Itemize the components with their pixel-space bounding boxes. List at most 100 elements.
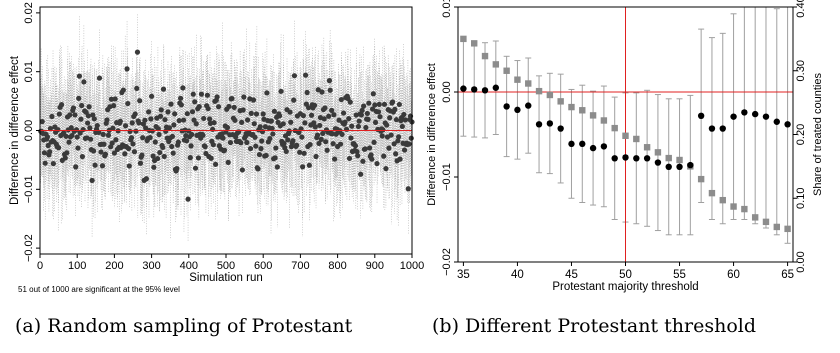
- data-point: [185, 196, 191, 202]
- data-point: [113, 137, 119, 143]
- share-point: [611, 124, 618, 132]
- data-point: [258, 146, 264, 152]
- data-point: [374, 160, 380, 167]
- data-point: [55, 127, 61, 133]
- data-point: [366, 100, 372, 106]
- data-point: [402, 117, 408, 123]
- data-point: [76, 95, 82, 101]
- data-point: [66, 139, 72, 145]
- data-point: [170, 150, 176, 156]
- data-point: [169, 143, 175, 150]
- data-point: [396, 101, 402, 108]
- data-point: [74, 134, 80, 140]
- data-point: [301, 150, 307, 156]
- data-point: [311, 120, 317, 126]
- chart-protestant-threshold: 35 40 45 50 55 60 65 −0.02 −0.01 0.00 0.01 0.00 0.10…: [426, 0, 824, 293]
- data-point: [257, 124, 263, 130]
- effect-point: [687, 161, 694, 169]
- data-point: [125, 100, 131, 107]
- data-point: [273, 145, 279, 151]
- data-point: [109, 140, 115, 146]
- data-point: [92, 162, 98, 168]
- x-tick-label: 65: [781, 269, 794, 281]
- data-point: [214, 94, 220, 100]
- data-point: [397, 156, 403, 162]
- data-point: [250, 97, 257, 103]
- data-point: [133, 128, 139, 134]
- share-point: [784, 225, 791, 233]
- data-point: [100, 131, 106, 137]
- data-point: [377, 114, 383, 120]
- data-point: [129, 120, 135, 126]
- effect-point: [525, 102, 532, 109]
- data-point: [283, 148, 289, 155]
- data-point: [56, 145, 62, 151]
- data-point: [388, 132, 394, 138]
- effect-point: [633, 155, 640, 162]
- share-point: [633, 135, 640, 143]
- effect-point: [708, 125, 716, 132]
- y2-tick-label: 0.10: [795, 188, 807, 209]
- data-point: [98, 149, 104, 155]
- data-point: [316, 140, 322, 147]
- data-point: [286, 128, 292, 134]
- data-point: [210, 142, 216, 148]
- data-point: [303, 72, 309, 78]
- data-point: [165, 109, 171, 115]
- effect-point: [697, 112, 705, 120]
- x-tick-label: 40: [511, 269, 524, 281]
- data-point: [39, 118, 45, 125]
- data-point: [126, 163, 132, 169]
- data-point: [172, 111, 178, 117]
- data-point: [320, 130, 326, 137]
- data-point: [169, 133, 176, 140]
- data-point: [139, 152, 145, 158]
- data-point: [168, 101, 174, 107]
- share-point: [751, 214, 759, 221]
- data-point: [125, 145, 132, 152]
- data-point: [360, 158, 366, 164]
- share-point: [741, 205, 748, 213]
- data-point: [349, 123, 355, 129]
- y-tick-label: −0.02: [23, 234, 35, 262]
- effect-point: [665, 163, 672, 170]
- data-point: [120, 87, 126, 93]
- chart-random-sampling: 0 100 200 300 400 500 600 700 800 900 1000 −0.02 −0.…: [9, 2, 424, 294]
- data-point: [232, 117, 238, 123]
- data-point: [393, 117, 399, 123]
- data-point: [130, 141, 136, 147]
- x-tick-label: 100: [68, 260, 86, 272]
- data-point: [111, 103, 117, 109]
- data-point: [62, 155, 68, 161]
- share-point: [525, 80, 532, 87]
- data-point: [189, 109, 196, 115]
- data-point: [390, 99, 396, 105]
- data-point: [315, 87, 321, 93]
- data-point: [291, 97, 297, 103]
- data-point: [220, 135, 226, 141]
- data-point: [326, 113, 332, 119]
- data-point: [287, 109, 293, 115]
- data-point: [67, 112, 73, 118]
- data-point: [359, 107, 365, 114]
- data-point: [87, 125, 93, 131]
- share-point: [697, 175, 705, 183]
- data-point: [395, 138, 401, 144]
- data-point: [285, 137, 291, 143]
- data-point: [263, 152, 269, 159]
- data-point: [85, 120, 91, 126]
- effect-point: [557, 125, 564, 132]
- data-point: [73, 164, 79, 170]
- x-tick-label: 0: [37, 260, 43, 272]
- data-point: [340, 110, 347, 116]
- data-point: [238, 140, 244, 146]
- data-point: [343, 126, 350, 132]
- data-point: [94, 122, 100, 129]
- y-tick-label: 0.01: [441, 0, 453, 18]
- x-tick-label: 55: [673, 269, 686, 281]
- data-point: [192, 165, 199, 171]
- data-point: [300, 113, 306, 119]
- data-point: [314, 132, 321, 138]
- data-point: [247, 145, 254, 152]
